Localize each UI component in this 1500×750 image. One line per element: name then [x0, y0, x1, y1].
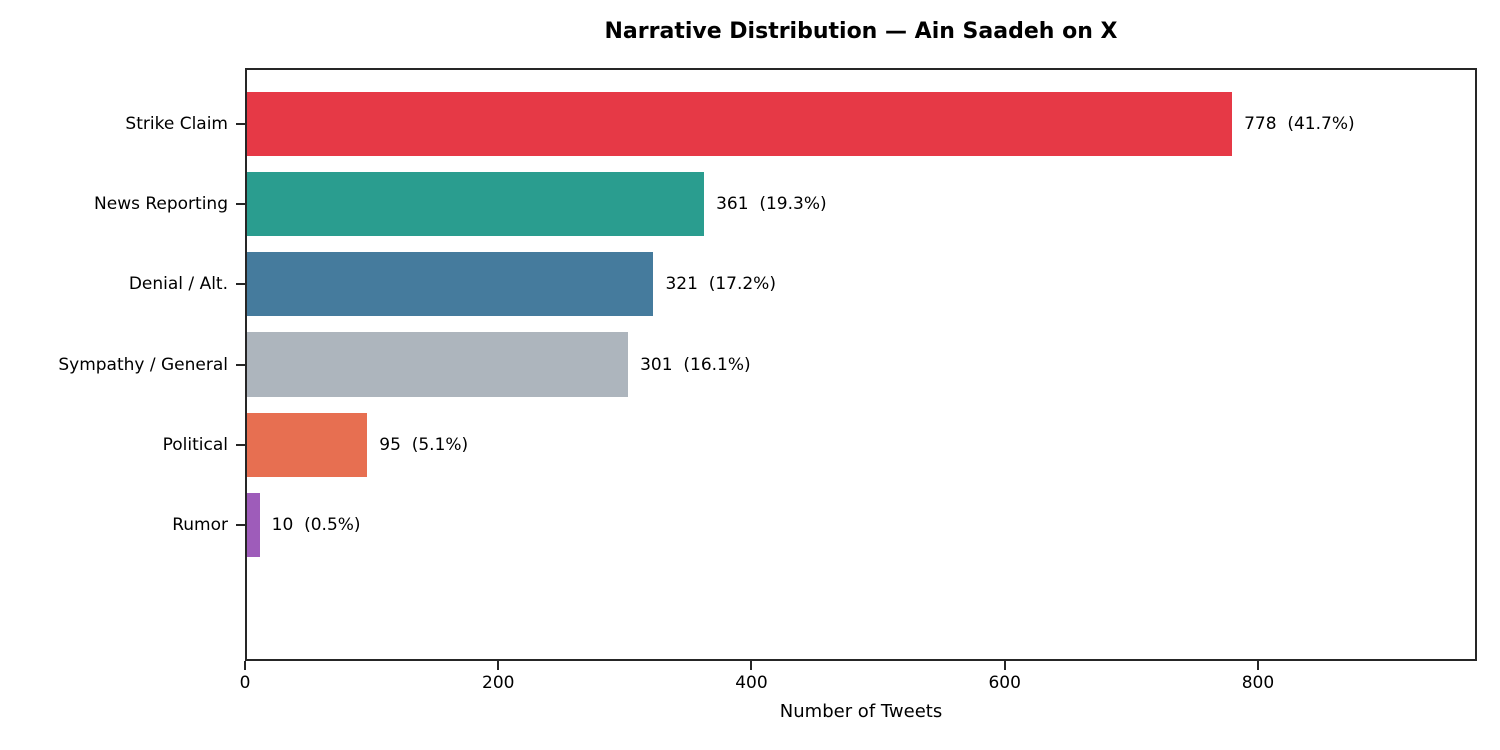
bar-value-label: 778 (41.7%)	[1244, 114, 1355, 135]
y-tick-label: Strike Claim	[125, 114, 228, 135]
x-tick-label: 0	[239, 673, 251, 693]
y-tick-mark	[236, 363, 245, 366]
x-tick-label: 600	[988, 673, 1021, 693]
y-tick-mark	[236, 523, 245, 526]
bar	[247, 172, 705, 237]
y-tick-mark	[236, 123, 245, 126]
x-tick-mark	[497, 661, 500, 670]
bar-value-label: 95 (5.1%)	[379, 434, 469, 455]
bar	[247, 332, 629, 397]
chart-title: Narrative Distribution — Ain Saadeh on X	[604, 19, 1118, 44]
bar-value-label: 321 (17.2%)	[665, 274, 776, 295]
x-tick-mark	[1003, 661, 1006, 670]
bar-value-label: 301 (16.1%)	[640, 354, 751, 375]
y-tick-mark	[236, 283, 245, 286]
plot-area: 778 (41.7%) 361 (19.3%) 321 (17.2%) 301 (16…	[245, 68, 1477, 661]
bar	[247, 92, 1233, 157]
bar	[247, 412, 368, 477]
x-tick-mark	[244, 661, 246, 670]
bar-value-label: 361 (19.3%)	[716, 194, 827, 215]
bar	[247, 252, 654, 317]
x-axis-label: Number of Tweets	[779, 701, 943, 722]
y-tick-label: Rumor	[172, 514, 228, 535]
y-tick-label: Sympathy / General	[58, 354, 228, 375]
y-tick-label: News Reporting	[94, 194, 228, 215]
x-tick-mark	[1256, 661, 1259, 670]
bar	[247, 492, 260, 557]
y-tick-label: Political	[162, 434, 228, 455]
y-tick-mark	[236, 203, 245, 206]
y-tick-mark	[236, 443, 245, 446]
x-tick-mark	[750, 661, 753, 670]
x-tick-label: 800	[1241, 673, 1275, 693]
x-tick-label: 200	[482, 673, 515, 693]
x-tick-label: 400	[735, 673, 768, 693]
bar-value-label: 10 (0.5%)	[271, 514, 361, 535]
y-tick-label: Denial / Alt.	[128, 274, 228, 295]
